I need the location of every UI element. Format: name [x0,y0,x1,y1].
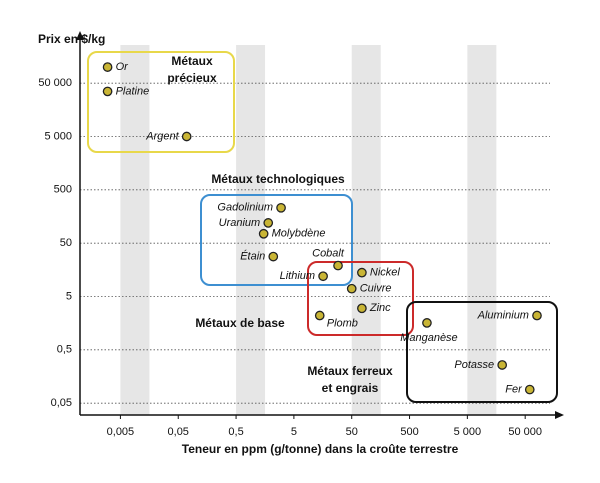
point [181,131,192,142]
group-label: Métaux technologiques [211,172,345,186]
group-label: Métaux ferreux [307,364,393,378]
x-tick-label: 0,005 [107,426,135,438]
point [268,251,279,262]
point [276,202,286,213]
x-tick-label: 5 000 [454,426,482,438]
x-tick-label: 50 000 [508,426,542,438]
point-label: Uranium [219,217,261,229]
point [102,86,113,97]
y-tick-label: 5 000 [44,130,72,142]
y-tick-label: 5 [66,290,72,302]
x-tick-label: 500 [400,426,418,438]
point-label: Cobalt [312,247,345,259]
group-box [200,194,353,286]
point-label: Fer [505,383,523,395]
point-label: Nickel [370,267,401,279]
point [532,310,542,321]
group-box [87,51,235,153]
y-axis-label: Prix en $/kg [38,32,105,46]
point-label: Or [116,61,130,73]
group-label: et engrais [322,381,379,395]
x-tick-label: 50 [346,426,358,438]
point [102,62,113,72]
point-label: Aluminium [477,309,529,321]
point [318,271,328,282]
point-label: Manganèse [400,332,458,344]
point [346,283,357,294]
point-label: Platine [116,85,150,97]
point-label: Gadolinium [217,202,273,214]
x-arrow [555,411,564,419]
group-label: Métaux [171,54,213,68]
x-tick-label: 5 [291,426,297,438]
point [263,218,274,228]
y-tick-label: 50 000 [38,77,72,89]
point-label: Plomb [327,317,358,329]
x-tick-label: 0,5 [228,426,243,438]
band [236,45,266,415]
point-label: Lithium [280,270,315,282]
point [422,318,432,328]
y-tick-label: 50 [60,237,72,249]
band [120,45,150,415]
group-box [307,261,414,336]
point [497,360,508,370]
group-label: précieux [167,71,217,85]
x-tick-label: 0,05 [168,426,189,438]
point [357,303,367,314]
y-arrow [76,31,84,40]
y-tick-label: 0,5 [57,344,72,356]
point [333,260,343,271]
x-axis-label: Teneur en ppm (g/tonne) dans la croûte t… [182,442,459,456]
point-label: Molybdène [272,228,326,240]
point [357,267,367,278]
point-label: Argent [145,130,179,142]
point-label: Potasse [454,359,494,371]
point-label: Zinc [369,302,391,314]
group-box [406,301,558,403]
band [467,45,497,415]
point [258,228,269,239]
y-tick-label: 500 [54,184,72,196]
group-label: Métaux de base [195,316,285,330]
y-tick-label: 0,05 [51,397,72,409]
band [351,45,381,415]
point-label: Étain [240,250,265,263]
point [314,310,325,321]
point [524,384,535,395]
point-label: Cuivre [360,283,392,295]
